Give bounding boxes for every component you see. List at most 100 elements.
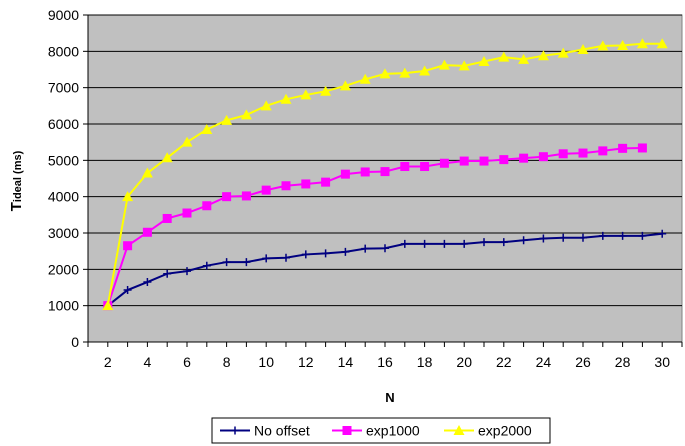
legend-label: No offset	[254, 423, 310, 439]
data-point	[202, 201, 212, 211]
data-point	[182, 208, 192, 218]
axes	[83, 14, 683, 347]
x-tick-label: 16	[377, 354, 393, 370]
legend-marker	[453, 425, 465, 435]
data-point	[242, 258, 251, 267]
data-point	[420, 162, 430, 172]
data-point	[260, 100, 272, 111]
data-point	[478, 56, 490, 67]
legend-item: exp2000	[444, 423, 532, 439]
legend-item: No offset	[220, 423, 310, 439]
x-tick-label: 14	[338, 354, 354, 370]
x-axis-title: N	[385, 390, 394, 405]
data-point	[459, 156, 469, 166]
data-point	[301, 179, 311, 189]
data-point	[538, 152, 548, 162]
data-point	[282, 253, 290, 262]
data-point	[122, 191, 134, 202]
data-point	[399, 67, 411, 78]
x-tick-label: 4	[144, 354, 152, 370]
data-point	[320, 85, 332, 96]
x-tick-label: 24	[536, 354, 552, 370]
legend: No offset exp1000 exp2000	[211, 417, 551, 444]
x-tick-label: 12	[298, 354, 314, 370]
data-point	[419, 65, 431, 76]
data-point	[438, 59, 450, 70]
data-point	[341, 247, 350, 256]
data-point	[162, 213, 172, 223]
legend-label: exp2000	[478, 423, 532, 439]
data-point	[537, 50, 549, 61]
data-point	[240, 109, 252, 120]
data-point	[379, 68, 391, 79]
data-point	[163, 269, 172, 278]
y-tick-label: 6000	[48, 116, 79, 132]
data-point	[183, 267, 191, 276]
series-line	[106, 146, 643, 306]
data-point	[222, 258, 231, 267]
data-point	[638, 231, 647, 240]
data-point	[161, 152, 173, 163]
legend-item: exp1000	[332, 423, 420, 439]
data-point	[557, 47, 569, 58]
data-point	[361, 244, 370, 253]
data-point	[518, 53, 530, 64]
legend-box	[211, 417, 551, 444]
x-tick-label: 10	[258, 354, 274, 370]
data-point	[142, 227, 152, 237]
y-tick-label: 9000	[48, 7, 79, 23]
data-point	[460, 239, 469, 248]
data-point	[241, 191, 251, 201]
y-tick-label: 4000	[48, 189, 79, 205]
data-point	[201, 123, 213, 134]
data-point	[400, 162, 410, 172]
data-point	[281, 181, 291, 191]
data-point	[439, 158, 449, 168]
data-point	[381, 244, 389, 253]
data-point	[558, 149, 568, 159]
data-point	[598, 231, 607, 240]
y-tick-label: 8000	[48, 43, 79, 59]
data-point	[618, 143, 628, 153]
x-tick-label: 20	[456, 354, 472, 370]
data-point	[360, 167, 370, 177]
x-tick-label: 22	[496, 354, 512, 370]
data-point	[499, 155, 509, 165]
data-point	[340, 169, 350, 179]
data-point	[578, 148, 588, 158]
data-point	[598, 146, 608, 156]
y-axis-title-sub: ideal (ms)	[12, 150, 24, 202]
data-point	[579, 233, 587, 242]
x-tick-label: 2	[104, 354, 112, 370]
data-point	[400, 239, 409, 248]
x-tick-label: 18	[417, 354, 433, 370]
data-point	[519, 236, 528, 245]
data-point	[559, 233, 568, 242]
y-tick-label: 1000	[48, 298, 79, 314]
data-point	[479, 156, 489, 166]
data-point	[617, 40, 629, 51]
data-point	[222, 192, 232, 202]
data-point	[123, 241, 133, 251]
data-point	[301, 250, 310, 259]
x-tick-label: 30	[654, 354, 670, 370]
data-point	[498, 51, 510, 62]
data-point	[321, 177, 331, 187]
series-lines	[102, 38, 668, 311]
data-point	[261, 185, 271, 195]
y-tick-label: 3000	[48, 225, 79, 241]
data-point	[656, 38, 668, 49]
y-axis-title: Tideal (ms)	[8, 150, 25, 211]
data-point	[499, 238, 508, 247]
x-tick-label: 26	[575, 354, 591, 370]
data-point	[123, 286, 132, 295]
data-point	[181, 136, 193, 147]
legend-marker	[231, 426, 239, 435]
series-exp2000	[102, 38, 668, 311]
data-point	[141, 167, 153, 178]
data-point	[618, 231, 627, 240]
data-point	[597, 40, 609, 51]
data-point	[359, 73, 371, 84]
